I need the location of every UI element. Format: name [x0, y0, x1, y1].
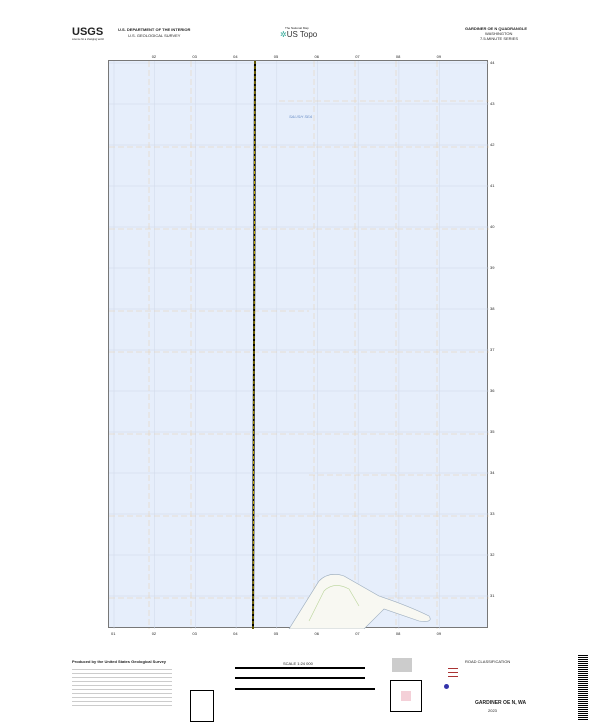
tick-bottom: 05	[273, 631, 279, 636]
tick-top: 08	[395, 54, 401, 59]
scale-bar-feet	[235, 677, 365, 679]
barcode	[578, 655, 588, 720]
tick-right: 35	[490, 429, 495, 434]
state: WASHINGTON	[485, 31, 513, 36]
quad-name: GARDINER OE N QUADRANGLE	[465, 26, 528, 31]
tick-top: 06	[314, 54, 319, 59]
road-casing	[252, 61, 256, 629]
tick-right: 44	[490, 60, 495, 65]
tick-bottom: 08	[395, 631, 401, 636]
tick-right: 34	[490, 470, 495, 475]
tick-right: 42	[490, 142, 495, 147]
state-locator-map	[392, 658, 412, 672]
us-topo-icon: ✲	[280, 30, 287, 39]
producer-credit: Produced by the United States Geological…	[72, 659, 167, 664]
us-topo-logo: ✲US Topo	[280, 30, 317, 39]
usgs-tagline: science for a changing world	[72, 38, 104, 41]
declination-box	[190, 690, 214, 722]
tick-right: 36	[490, 388, 495, 393]
tick-right: 39	[490, 265, 495, 270]
scale-label: SCALE 1:24 000	[283, 661, 313, 666]
survey: U.S. GEOLOGICAL SURVEY	[128, 33, 181, 38]
interstate-icon	[444, 684, 449, 689]
map-frame[interactable]: SALISH SEA	[108, 60, 489, 629]
production-notes	[72, 666, 172, 706]
national-map-caption: The National Map	[285, 26, 309, 30]
tick-top: 04	[233, 54, 238, 59]
series: 7.5-MINUTE SERIES	[480, 36, 519, 41]
tick-bottom: 04	[233, 631, 238, 636]
tick-top: 05	[273, 54, 279, 59]
tick-top: 09	[436, 54, 442, 59]
road-legend	[448, 668, 458, 669]
tick-right: 37	[490, 347, 495, 352]
usgs-logo: USGS	[72, 26, 104, 38]
us-topo-text: US Topo	[286, 30, 318, 39]
legend-title: ROAD CLASSIFICATION	[465, 659, 511, 664]
department: U.S. DEPARTMENT OF THE INTERIOR	[118, 27, 191, 32]
tick-bottom: 07	[355, 631, 360, 636]
contour-line	[308, 585, 360, 622]
tick-right: 38	[490, 306, 495, 311]
edition-year: 2023	[488, 708, 497, 713]
tick-bottom: 09	[436, 631, 442, 636]
tick-right: 40	[490, 224, 495, 229]
island-landform	[288, 574, 431, 629]
tick-top: 02	[151, 54, 157, 59]
tick-top: 07	[355, 54, 360, 59]
tick-right: 33	[490, 511, 495, 516]
footer-quad-name: GARDINER OE N, WA	[475, 700, 527, 706]
tick-right: 41	[490, 183, 495, 188]
tick-right: 32	[490, 552, 495, 557]
map-canvas	[109, 61, 489, 629]
scale-bar-miles	[235, 667, 365, 669]
tick-bottom: 06	[314, 631, 319, 636]
tick-right: 31	[490, 593, 495, 598]
adjoining-quads	[390, 680, 422, 712]
tick-bottom: 03	[192, 631, 197, 636]
scale-bar-meters	[235, 688, 375, 690]
tick-bottom: 01	[111, 631, 116, 636]
tick-bottom: 02	[151, 631, 157, 636]
tick-top: 03	[192, 54, 197, 59]
tick-right: 43	[490, 101, 495, 106]
water-label: SALISH SEA	[289, 114, 313, 119]
